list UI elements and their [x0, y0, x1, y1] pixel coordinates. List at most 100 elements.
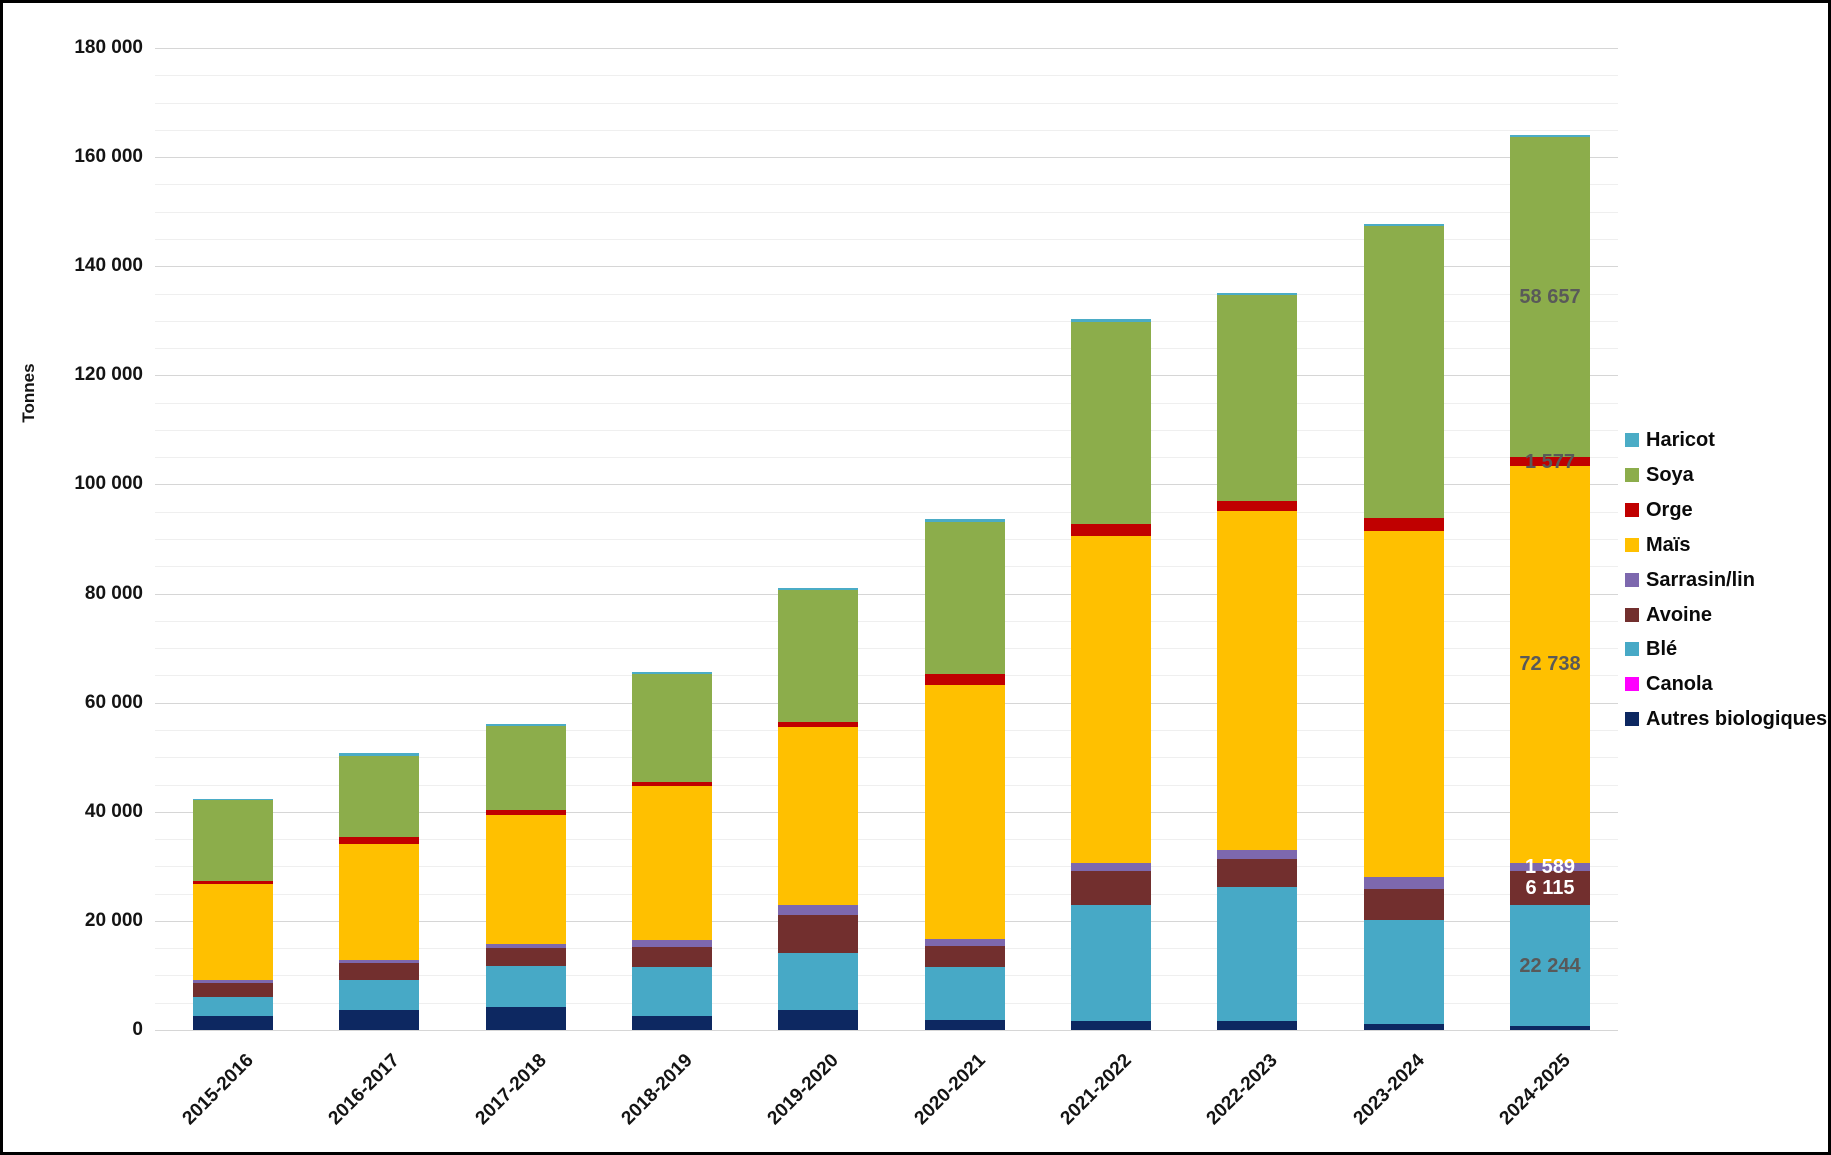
bar-segment: [1510, 1026, 1590, 1030]
legend-swatch: [1625, 607, 1639, 622]
major-gridline: [155, 266, 1618, 268]
y-tick-label: 80 000: [84, 582, 143, 604]
minor-gridline: [155, 293, 1618, 295]
major-gridline: [155, 48, 1618, 49]
minor-gridline: [155, 975, 1618, 977]
minor-gridline: [155, 729, 1618, 731]
bar-segment: [1071, 524, 1151, 537]
major-gridline: [155, 484, 1618, 486]
minor-gridline: [155, 620, 1618, 622]
bar-segment: [1071, 318, 1151, 323]
bar-segment: [1217, 511, 1298, 851]
bar-segment: [632, 786, 712, 940]
bar-segment: [1510, 137, 1590, 458]
bar-segment: [1217, 292, 1298, 296]
minor-gridline: [155, 948, 1618, 950]
major-gridline: [155, 157, 1618, 159]
y-tick-label: 60 000: [84, 691, 143, 713]
legend-swatch: [1625, 502, 1639, 517]
legend-swatch: [1625, 642, 1639, 657]
legend-label: Avoine: [1646, 603, 1712, 626]
bar-segment: [1363, 223, 1444, 227]
y-tick-label: 120 000: [74, 364, 143, 386]
major-gridline: [155, 811, 1618, 813]
bar-segment: [632, 939, 712, 948]
bar-segment: [778, 1009, 859, 1030]
bar-segment: [485, 726, 566, 810]
bar-segment: [193, 881, 273, 885]
bar-segment: [193, 983, 273, 998]
legend-swatch: [1625, 712, 1639, 727]
y-tick-label: 20 000: [84, 909, 143, 931]
bar-segment: [193, 997, 273, 1017]
minor-gridline: [155, 1002, 1618, 1004]
bar-segment: [485, 809, 566, 815]
legend-item: Blé: [1625, 638, 1677, 660]
data-label: 1 577: [1524, 450, 1576, 473]
bar-segment: [339, 843, 420, 960]
x-category-label: 2016-2017: [325, 1050, 405, 1130]
bar-segment: [1071, 871, 1151, 906]
bar-segment: [1071, 322, 1151, 524]
minor-gridline: [155, 893, 1618, 895]
bar-segment: [1071, 536, 1151, 864]
legend-label: Soya: [1646, 463, 1694, 486]
data-label: 58 657: [1519, 286, 1581, 309]
x-category-label: 2018-2019: [617, 1050, 697, 1130]
legend-swatch: [1625, 467, 1639, 482]
bar-segment: [632, 967, 712, 1017]
minor-gridline: [155, 866, 1618, 868]
bar-segment: [1363, 531, 1444, 877]
bar-segment: [485, 723, 566, 727]
legend-label: Haricot: [1646, 429, 1715, 451]
minor-gridline: [155, 648, 1618, 650]
legend-label: Blé: [1646, 638, 1678, 661]
y-tick-label: 160 000: [74, 146, 143, 168]
bar-segment: [1510, 457, 1590, 466]
legend-item: Soya: [1625, 464, 1694, 486]
bar-segment: [1217, 859, 1298, 887]
bar-segment: [485, 947, 566, 967]
bar-segment: [632, 673, 712, 783]
bar-segment: [632, 671, 712, 674]
data-label: 22 244: [1519, 954, 1581, 977]
bar-segment: [1363, 518, 1444, 532]
minor-gridline: [155, 238, 1618, 240]
bar-segment: [339, 962, 420, 981]
bar-segment: [778, 905, 859, 916]
legend-item: Maïs: [1625, 534, 1690, 556]
bar-segment: [924, 945, 1005, 968]
bar-segment: [1217, 850, 1298, 860]
bar-segment: [193, 1016, 273, 1030]
bar-segment: [1510, 862, 1590, 872]
minor-gridline: [155, 839, 1618, 841]
legend-item: Avoine: [1625, 604, 1712, 626]
x-category-label: 2023-2024: [1349, 1050, 1429, 1130]
bar-segment: [1510, 871, 1590, 905]
major-gridline: [155, 375, 1618, 377]
legend-item: Sarrasin/lin: [1625, 569, 1755, 591]
minor-gridline: [155, 429, 1618, 431]
legend-swatch: [1625, 537, 1639, 552]
bar-segment: [339, 980, 420, 1010]
major-gridline: [155, 920, 1618, 922]
legend-item: Autres biologiques: [1625, 708, 1827, 730]
legend-item: Haricot: [1625, 429, 1715, 451]
x-category-label: 2019-2020: [764, 1050, 844, 1130]
bar-segment: [1217, 295, 1298, 501]
bar-segment: [1510, 135, 1590, 138]
bar-segment: [778, 952, 859, 1010]
legend-item: Canola: [1625, 673, 1713, 695]
bar-segment: [778, 915, 859, 953]
minor-gridline: [155, 348, 1618, 350]
bar-segment: [778, 587, 859, 590]
bar-segment: [1510, 904, 1590, 1027]
bar-segment: [485, 966, 566, 1007]
bar-segment: [778, 727, 859, 906]
x-category-label: 2015-2016: [178, 1050, 258, 1130]
bar-segment: [485, 814, 566, 944]
bar-segment: [632, 782, 712, 787]
y-tick-label: 0: [132, 1019, 143, 1040]
bar-segment: [1217, 886, 1298, 1021]
